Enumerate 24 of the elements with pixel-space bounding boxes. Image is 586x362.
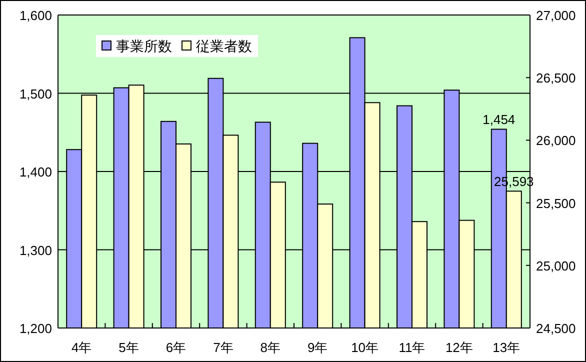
x-tick-label: 8年 bbox=[260, 340, 281, 355]
y2-tick-label: 27,000 bbox=[536, 8, 576, 23]
x-tick-label: 4年 bbox=[71, 340, 92, 355]
x-tick-label: 9年 bbox=[307, 340, 328, 355]
y-tick-label: 1,300 bbox=[19, 242, 52, 258]
x-tick-label: 13年 bbox=[492, 340, 520, 355]
legend-label: 従業者数 bbox=[196, 38, 252, 54]
y2-tick-label: 24,500 bbox=[536, 321, 576, 336]
data-label: 1,454 bbox=[482, 112, 516, 128]
y-tick-label: 1,500 bbox=[19, 86, 52, 102]
y-tick-label: 1,600 bbox=[19, 8, 52, 23]
x-tick-label: 10年 bbox=[351, 340, 379, 355]
x-tick-label: 11年 bbox=[398, 340, 426, 355]
y-tick-label: 1,400 bbox=[19, 164, 52, 180]
x-tick-label: 7年 bbox=[213, 340, 234, 355]
y-tick-label: 1,200 bbox=[19, 321, 52, 336]
y2-tick-label: 25,000 bbox=[536, 258, 576, 274]
y2-tick-label: 26,500 bbox=[536, 70, 576, 86]
y2-tick-label: 25,500 bbox=[536, 196, 576, 211]
y2-tick-label: 26,000 bbox=[536, 133, 576, 148]
x-tick-label: 5年 bbox=[118, 340, 139, 355]
x-tick-label: 12年 bbox=[445, 340, 473, 355]
x-tick-label: 6年 bbox=[166, 340, 186, 355]
legend-label: 事業所数 bbox=[116, 38, 172, 54]
